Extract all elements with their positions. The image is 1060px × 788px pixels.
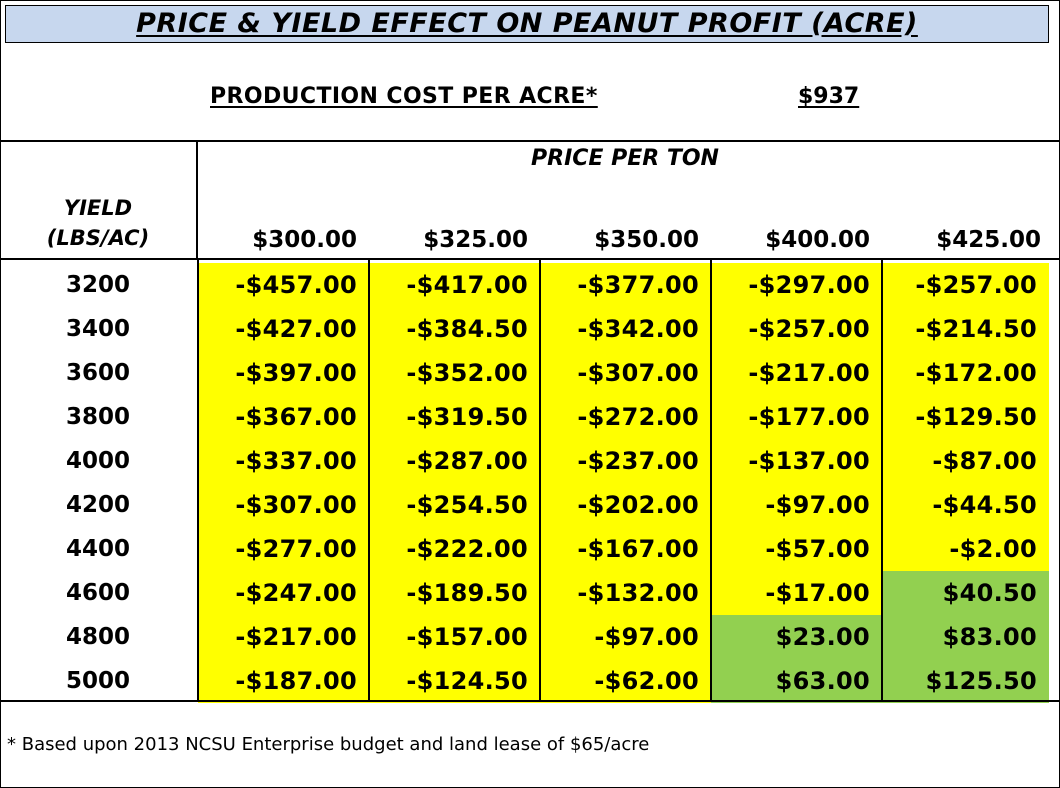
- loss-cell: -$287.00: [369, 439, 540, 483]
- yield-value: 5000: [65, 668, 130, 694]
- yield-value: 4400: [65, 536, 130, 562]
- table-bottom-border: [1, 700, 1059, 702]
- loss-cell: -$367.00: [198, 395, 369, 439]
- loss-cell: -$157.00: [369, 615, 540, 659]
- loss-cell: -$384.50: [369, 307, 540, 351]
- loss-cell: -$57.00: [711, 527, 882, 571]
- yield-value: 4200: [65, 492, 130, 518]
- loss-cell: -$377.00: [540, 263, 711, 307]
- loss-cell: -$307.00: [540, 351, 711, 395]
- yield-value: 4800: [65, 624, 130, 650]
- column-separator: [368, 259, 370, 701]
- loss-cell: -$257.00: [882, 263, 1049, 307]
- footnote: * Based upon 2013 NCSU Enterprise budget…: [7, 734, 650, 755]
- loss-cell: -$214.50: [882, 307, 1049, 351]
- yield-value: 3400: [65, 316, 130, 342]
- loss-cell: -$137.00: [711, 439, 882, 483]
- loss-cell: -$87.00: [882, 439, 1049, 483]
- loss-cell: -$217.00: [711, 351, 882, 395]
- loss-cell: -$44.50: [882, 483, 1049, 527]
- loss-cell: -$319.50: [369, 395, 540, 439]
- yield-header-line1: YIELD: [63, 196, 133, 220]
- yield-value: 3600: [65, 360, 130, 386]
- price-column-header: $400.00: [765, 227, 870, 253]
- loss-cell: -$417.00: [369, 263, 540, 307]
- loss-cell: -$129.50: [882, 395, 1049, 439]
- profit-cell: $40.50: [882, 571, 1049, 615]
- loss-cell: -$307.00: [198, 483, 369, 527]
- price-column-header: $300.00: [252, 227, 357, 253]
- yield-header-line2: (LBS/AC): [46, 226, 150, 250]
- loss-cell: -$132.00: [540, 571, 711, 615]
- profit-cell: $23.00: [711, 615, 882, 659]
- loss-cell: -$187.00: [198, 659, 369, 703]
- loss-cell: -$247.00: [198, 571, 369, 615]
- price-column-header: $425.00: [936, 227, 1041, 253]
- loss-cell: -$202.00: [540, 483, 711, 527]
- profit-cell: $83.00: [882, 615, 1049, 659]
- price-column-header: $350.00: [594, 227, 699, 253]
- loss-cell: -$427.00: [198, 307, 369, 351]
- loss-cell: -$177.00: [711, 395, 882, 439]
- column-separator: [197, 259, 199, 701]
- loss-cell: -$254.50: [369, 483, 540, 527]
- column-separator: [710, 259, 712, 701]
- price-column-header: $325.00: [423, 227, 528, 253]
- loss-cell: -$172.00: [882, 351, 1049, 395]
- loss-cell: -$222.00: [369, 527, 540, 571]
- yield-value: 4600: [65, 580, 130, 606]
- yield-column-header: YIELD (LBS/AC): [3, 193, 193, 253]
- loss-cell: -$124.50: [369, 659, 540, 703]
- loss-cell: -$257.00: [711, 307, 882, 351]
- profit-cell: $125.50: [882, 659, 1049, 703]
- column-separator: [539, 259, 541, 701]
- title-bar: PRICE & YIELD EFFECT ON PEANUT PROFIT (A…: [5, 5, 1049, 43]
- loss-cell: -$2.00: [882, 527, 1049, 571]
- loss-cell: -$352.00: [369, 351, 540, 395]
- loss-cell: -$62.00: [540, 659, 711, 703]
- price-per-ton-header: PRICE PER TON: [531, 146, 719, 171]
- loss-cell: -$272.00: [540, 395, 711, 439]
- loss-cell: -$337.00: [198, 439, 369, 483]
- loss-cell: -$97.00: [540, 615, 711, 659]
- page-title: PRICE & YIELD EFFECT ON PEANUT PROFIT (A…: [136, 8, 918, 39]
- loss-cell: -$397.00: [198, 351, 369, 395]
- column-separator: [881, 259, 883, 701]
- yield-value: 3200: [65, 272, 130, 298]
- loss-cell: -$189.50: [369, 571, 540, 615]
- table-top-border: [1, 140, 1059, 142]
- loss-cell: -$457.00: [198, 263, 369, 307]
- yield-value: 3800: [65, 404, 130, 430]
- yield-value: 4000: [65, 448, 130, 474]
- loss-cell: -$297.00: [711, 263, 882, 307]
- production-cost-label: PRODUCTION COST PER ACRE*: [210, 84, 598, 109]
- loss-cell: -$217.00: [198, 615, 369, 659]
- production-cost-value: $937: [798, 84, 860, 109]
- header-bottom-border: [1, 258, 1059, 260]
- loss-cell: -$97.00: [711, 483, 882, 527]
- loss-cell: -$237.00: [540, 439, 711, 483]
- profit-cell: $63.00: [711, 659, 882, 703]
- loss-cell: -$17.00: [711, 571, 882, 615]
- loss-cell: -$342.00: [540, 307, 711, 351]
- loss-cell: -$277.00: [198, 527, 369, 571]
- loss-cell: -$167.00: [540, 527, 711, 571]
- price-header-left-border: [196, 141, 198, 259]
